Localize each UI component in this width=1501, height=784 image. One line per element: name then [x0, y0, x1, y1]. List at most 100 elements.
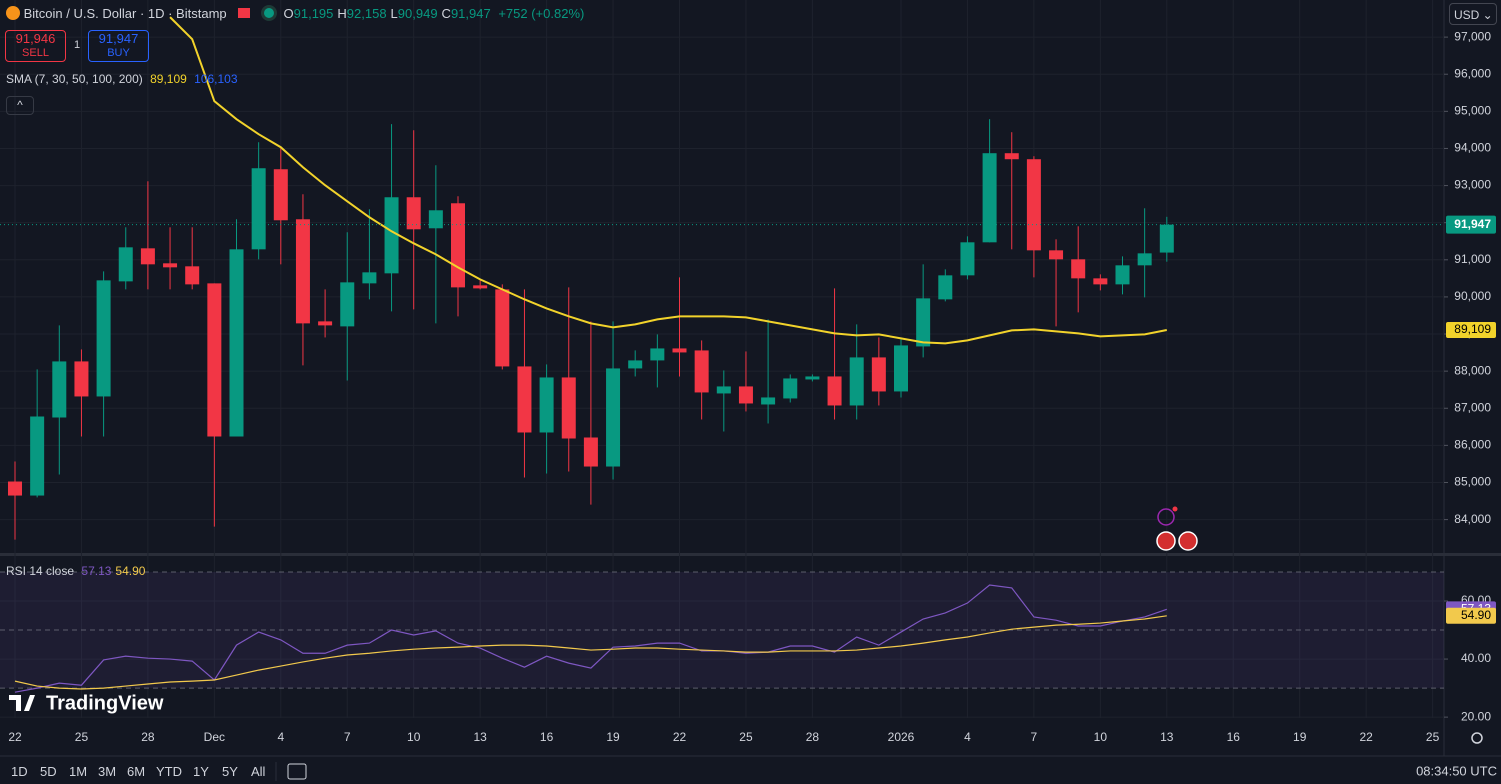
y-tick-label: 87,000	[1454, 400, 1491, 414]
y-tick-label: 86,000	[1454, 438, 1491, 452]
candle-body	[384, 197, 399, 274]
range-button[interactable]: 1M	[69, 764, 88, 779]
qty: 1	[74, 39, 81, 51]
change: +752 (+0.82%)	[498, 6, 585, 21]
rsi-values: 57.13 54.90	[77, 564, 145, 578]
candle-body	[827, 376, 842, 406]
candle-body	[628, 360, 643, 369]
ohlc-key: H	[337, 6, 347, 21]
y-tick-label: 93,000	[1454, 178, 1491, 192]
candle-body	[606, 368, 621, 467]
candle-body	[738, 386, 753, 404]
range-button[interactable]: 1D	[11, 764, 28, 779]
event-icon[interactable]	[1178, 531, 1198, 551]
calendar-icon[interactable]	[287, 763, 307, 780]
x-tick-label: 13	[473, 730, 487, 744]
value-tag	[1446, 321, 1496, 338]
candle-body	[207, 283, 222, 437]
ohlc-key: O	[283, 6, 294, 21]
candle-body	[1026, 159, 1041, 251]
sma-name: SMA (7, 30, 50, 100, 200)	[6, 72, 143, 86]
x-tick-label: 13	[1160, 730, 1174, 744]
ohlc-key: L	[390, 6, 398, 21]
rsi-pane	[0, 571, 1444, 693]
candle-body	[163, 263, 178, 268]
range-button[interactable]: 3M	[98, 764, 117, 779]
candle-body	[650, 348, 665, 361]
settings-icon[interactable]	[1471, 732, 1483, 744]
sell-button[interactable]: 91,946 SELL	[5, 30, 66, 62]
rsi-legend: RSI 14 close 57.13 54.90	[6, 564, 145, 578]
ohlc-value: 91,195	[293, 6, 334, 21]
candle-body	[960, 242, 975, 276]
candle-body	[406, 197, 421, 230]
range-button[interactable]: 1Y	[193, 764, 209, 779]
sma-legend: SMA (7, 30, 50, 100, 200) 89,109 106,103	[6, 72, 238, 86]
x-tick-label: 4	[964, 730, 971, 744]
grid	[0, 0, 1444, 718]
buy-price: 91,947	[98, 31, 139, 46]
buy-button[interactable]: 91,947 BUY	[88, 30, 149, 62]
status-dot	[263, 8, 274, 18]
range-button[interactable]: 5D	[40, 764, 57, 779]
candle-body	[473, 285, 488, 289]
flag[interactable]	[238, 8, 251, 18]
x-tick-label: 7	[1031, 730, 1038, 744]
logo-text: TradingView	[46, 692, 164, 714]
y-tick-label: 88,000	[1454, 363, 1491, 377]
candle-body	[1115, 265, 1130, 285]
x-tick-label: 16	[1227, 730, 1241, 744]
rsi-value: 57.13	[81, 564, 112, 578]
range-button[interactable]: YTD	[156, 764, 182, 779]
y-tick-label: 85,000	[1454, 475, 1491, 489]
candle-body	[52, 361, 67, 418]
event-icon[interactable]	[1157, 508, 1175, 526]
y-tick-label: 94,000	[1454, 141, 1491, 155]
event-icon[interactable]	[1156, 531, 1176, 551]
symbol: Bitcoin / U.S. Dollar · 1D · Bitstamp	[23, 6, 227, 21]
logo: TradingView	[9, 692, 164, 714]
y-tick-label: 40.00	[1461, 651, 1491, 665]
line-series	[14, 584, 1167, 693]
candle-body	[517, 366, 532, 433]
x-tick-label: 28	[141, 730, 155, 744]
candle-body	[295, 219, 310, 324]
y-tick-label: 95,000	[1454, 104, 1491, 118]
x-tick-label: 2026	[888, 730, 915, 744]
candle-body	[761, 397, 776, 405]
x-tick-label: 16	[540, 730, 554, 744]
candle-body	[672, 348, 687, 353]
candle-body	[1093, 278, 1108, 285]
x-tick-label: 25	[739, 730, 753, 744]
y-tick-label: 97,000	[1454, 29, 1491, 43]
y-tick-label: 90,000	[1454, 289, 1491, 303]
value-tag-label: 89,109	[1454, 322, 1491, 336]
header: Bitcoin / U.S. Dollar · 1D · Bitstamp O9…	[6, 6, 584, 21]
currency-select[interactable]: USD ⌄	[1449, 3, 1497, 25]
candle-body	[428, 210, 443, 229]
sma-value: 89,109	[150, 72, 187, 86]
candle-body	[1004, 153, 1019, 160]
x-tick-label: 25	[1426, 730, 1440, 744]
x-tick-label: 10	[1094, 730, 1108, 744]
x-tick-label: 25	[75, 730, 89, 744]
range-button[interactable]: 6M	[127, 764, 146, 779]
ohlc-value: 91,947	[450, 6, 491, 21]
x-tick-label: 4	[277, 730, 284, 744]
candle-body	[8, 481, 22, 496]
currency: USD	[1454, 8, 1480, 22]
range-button[interactable]: All	[251, 764, 266, 779]
candle-body	[251, 168, 266, 250]
range-button[interactable]: 5Y	[222, 764, 238, 779]
x-tick-label: 19	[606, 730, 620, 744]
candle-body	[583, 437, 598, 467]
candle-body	[273, 169, 288, 221]
candle-body	[783, 378, 798, 399]
main-pane	[0, 16, 1444, 540]
candle-body	[539, 377, 554, 433]
toolbar-bg	[0, 756, 1501, 784]
candle-body	[185, 266, 200, 285]
candle-body	[1049, 250, 1064, 260]
collapse-button[interactable]: ^	[6, 96, 34, 115]
